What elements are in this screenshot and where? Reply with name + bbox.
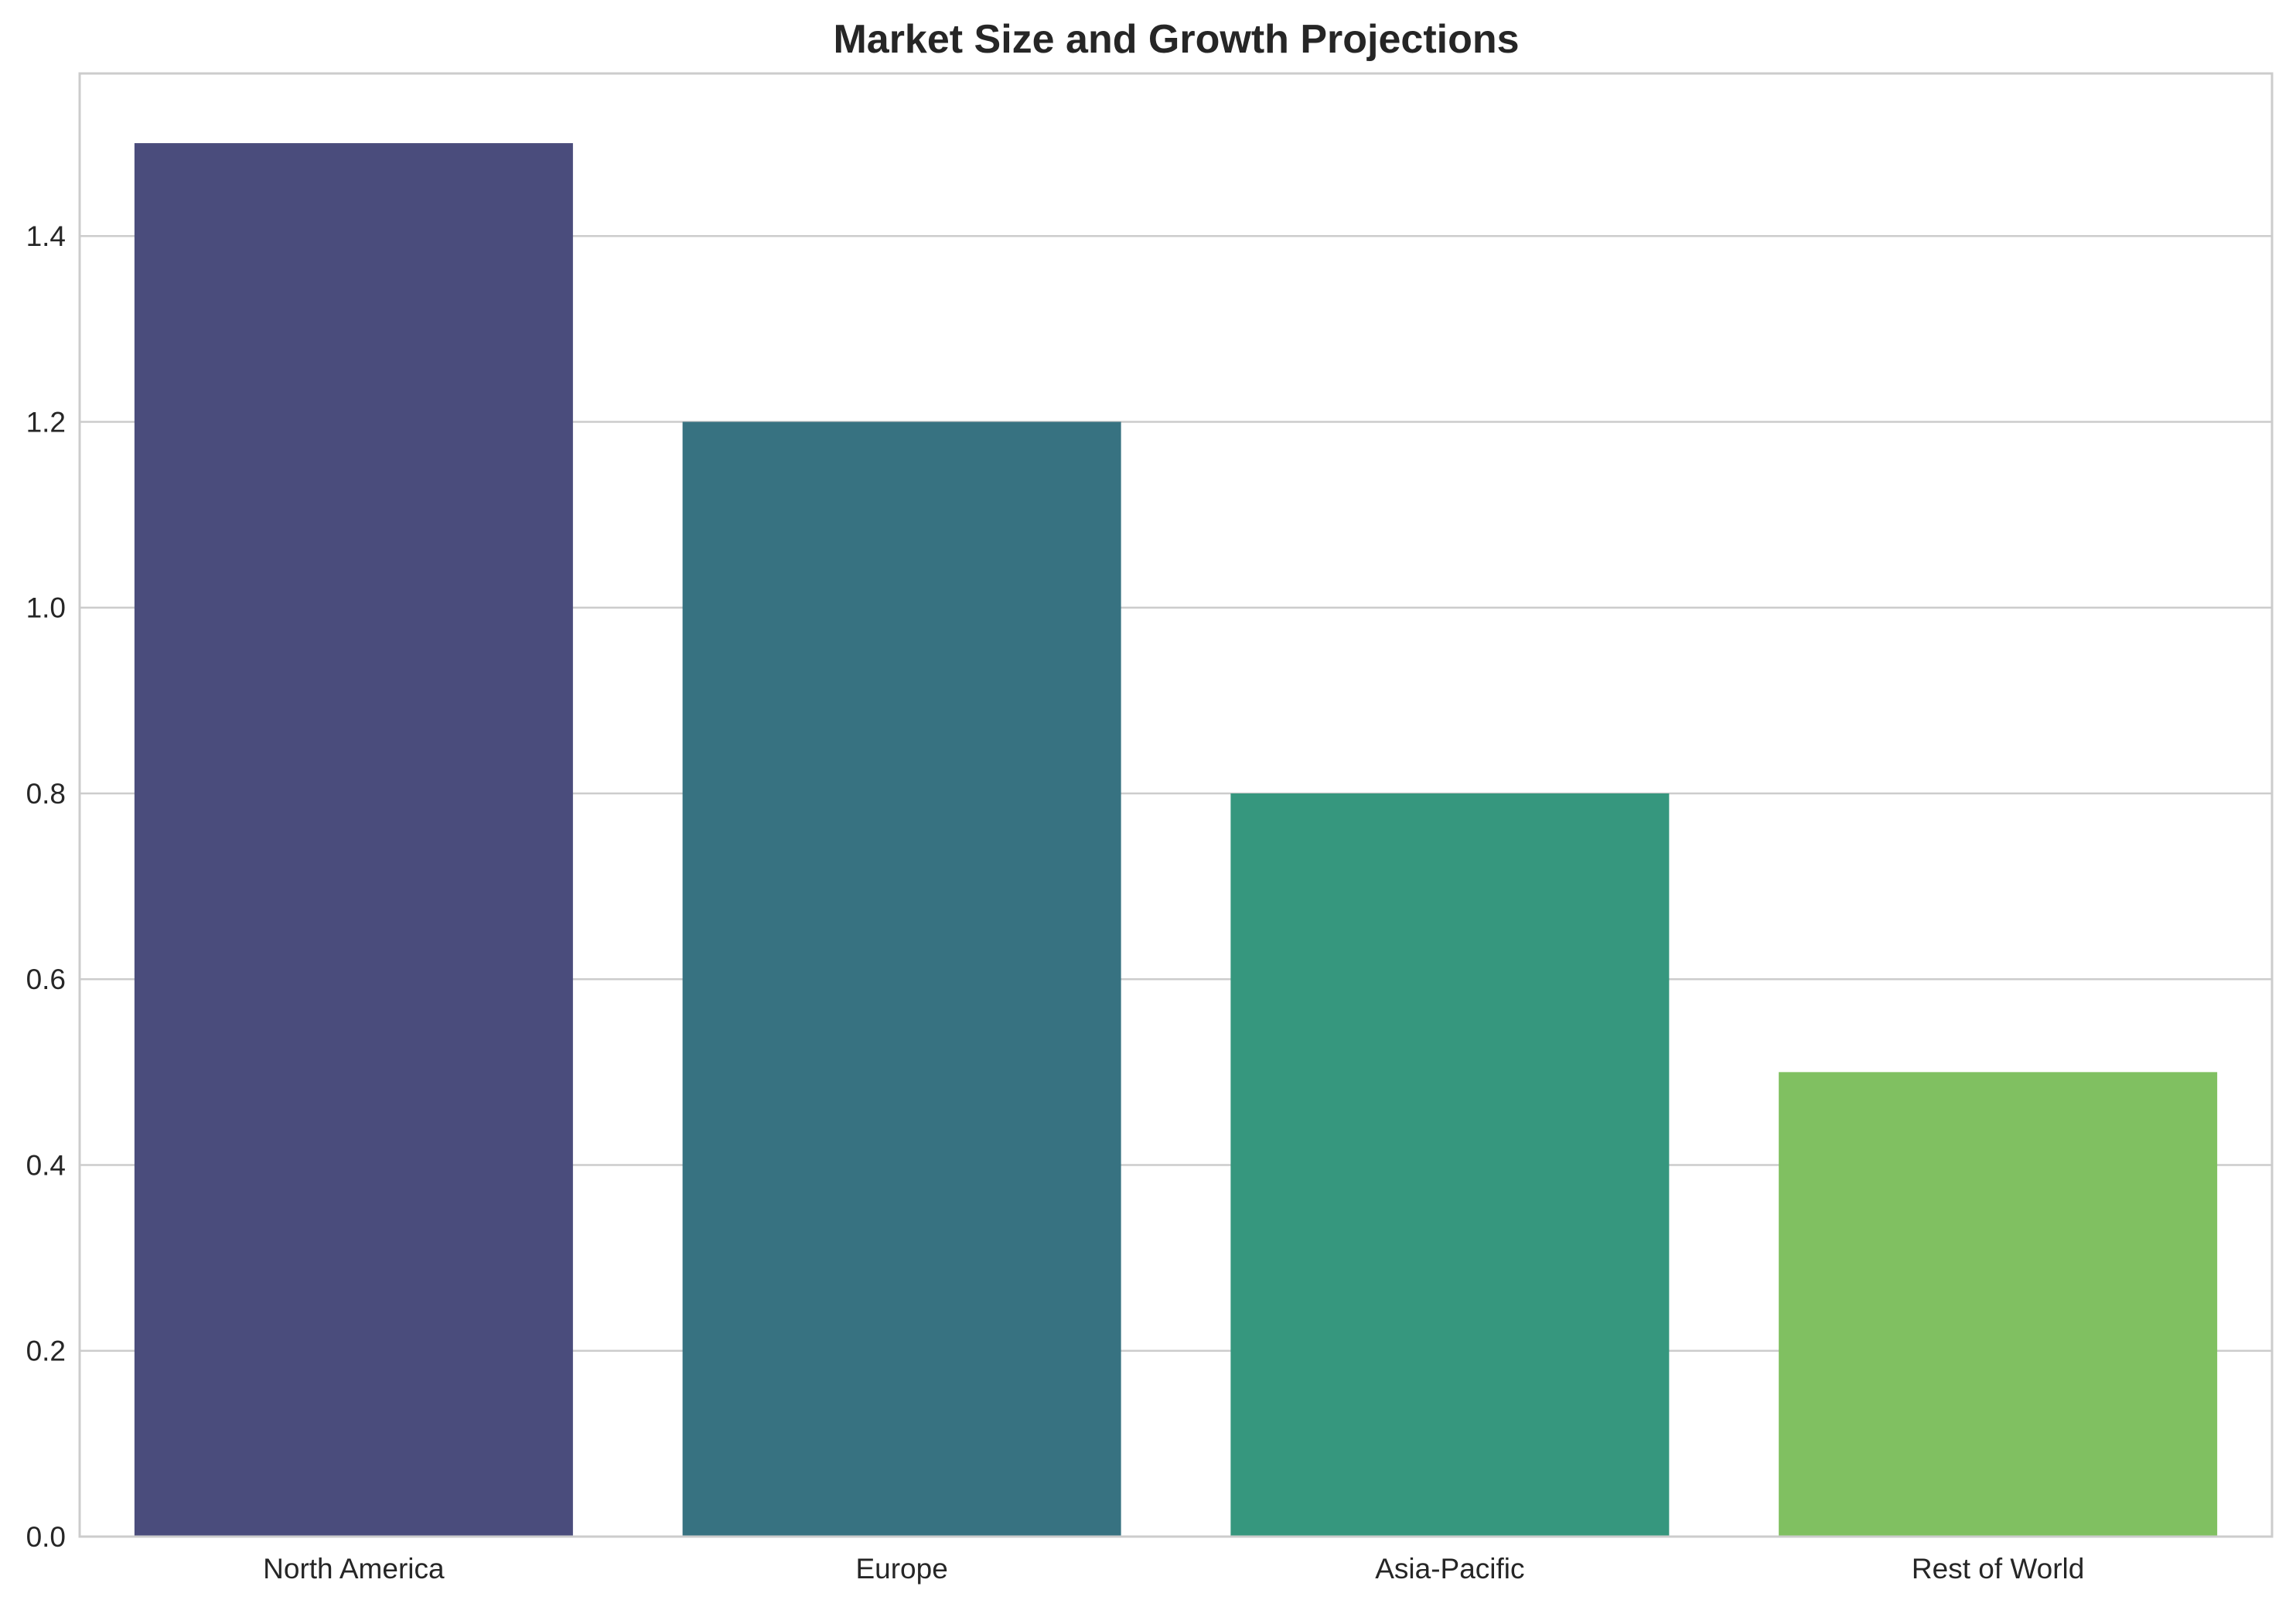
bar-rest-of-world xyxy=(1779,1072,2218,1537)
x-tick-label: Rest of World xyxy=(1912,1553,2084,1585)
x-tick-label: North America xyxy=(263,1553,445,1585)
y-tick-label: 0.6 xyxy=(26,964,66,995)
y-tick-label: 1.2 xyxy=(26,406,66,438)
y-tick-label: 1.0 xyxy=(26,592,66,624)
y-tick-label: 0.2 xyxy=(26,1336,66,1367)
x-axis-tick-labels: North America Europe Asia-Pacific Rest of W… xyxy=(263,1553,2084,1585)
bar-north-america xyxy=(134,143,573,1537)
y-axis-tick-labels: 0.0 0.2 0.4 0.6 0.8 1.0 1.2 1.4 xyxy=(26,220,66,1553)
x-tick-label: Europe xyxy=(855,1553,947,1585)
y-tick-label: 0.0 xyxy=(26,1521,66,1553)
y-tick-label: 0.8 xyxy=(26,778,66,810)
chart-title: Market Size and Growth Projections xyxy=(833,17,1519,62)
y-tick-label: 1.4 xyxy=(26,220,66,252)
y-tick-label: 0.4 xyxy=(26,1149,66,1181)
bar-europe xyxy=(682,421,1121,1537)
plot-area-frame xyxy=(78,72,2274,1538)
bars xyxy=(134,143,2218,1537)
x-tick-label: Asia-Pacific xyxy=(1375,1553,1524,1585)
bar-asia-pacific xyxy=(1230,793,1670,1537)
